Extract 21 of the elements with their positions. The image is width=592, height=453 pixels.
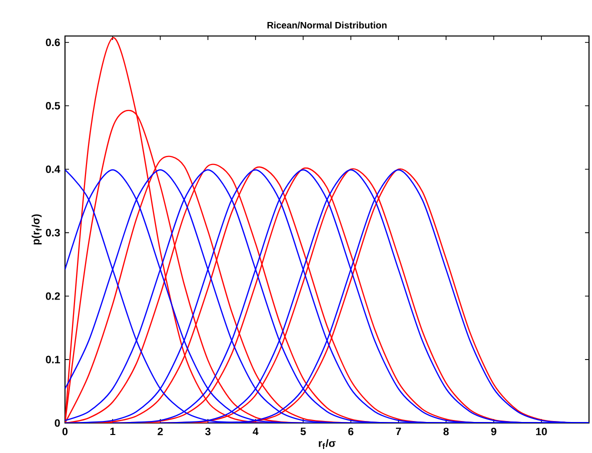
x-tick-label: 8 — [443, 428, 449, 436]
x-tick-label: 7 — [396, 428, 401, 436]
y-tick-label: 0 — [54, 419, 60, 427]
y-tick-label: 0.4 — [46, 165, 60, 174]
x-tick-label: 1 — [110, 428, 116, 436]
x-tick-label: 5 — [300, 428, 306, 436]
y-tick-label: 0.1 — [46, 356, 60, 364]
x-tick-label: 0 — [62, 428, 68, 436]
y-tick-label: 0.2 — [46, 292, 60, 300]
chart-title: Ricean/Normal Distribution — [267, 22, 387, 29]
x-tick-label: 2 — [158, 428, 163, 436]
x-tick-label: 4 — [252, 428, 258, 436]
x-axis-title: r$_{f}$/σ — [318, 439, 336, 449]
y-tick-label: 0.3 — [46, 228, 60, 236]
x-tick-label: 9 — [491, 428, 496, 436]
y-axis-title: p(r$_{f}$/σ) — [32, 214, 42, 244]
x-tick-label: 6 — [348, 428, 354, 436]
y-tick-label: 0.5 — [46, 102, 60, 110]
y-tick-label: 0.6 — [46, 38, 60, 46]
x-tick-label: 10 — [536, 428, 547, 436]
x-tick-label: 3 — [205, 428, 210, 436]
